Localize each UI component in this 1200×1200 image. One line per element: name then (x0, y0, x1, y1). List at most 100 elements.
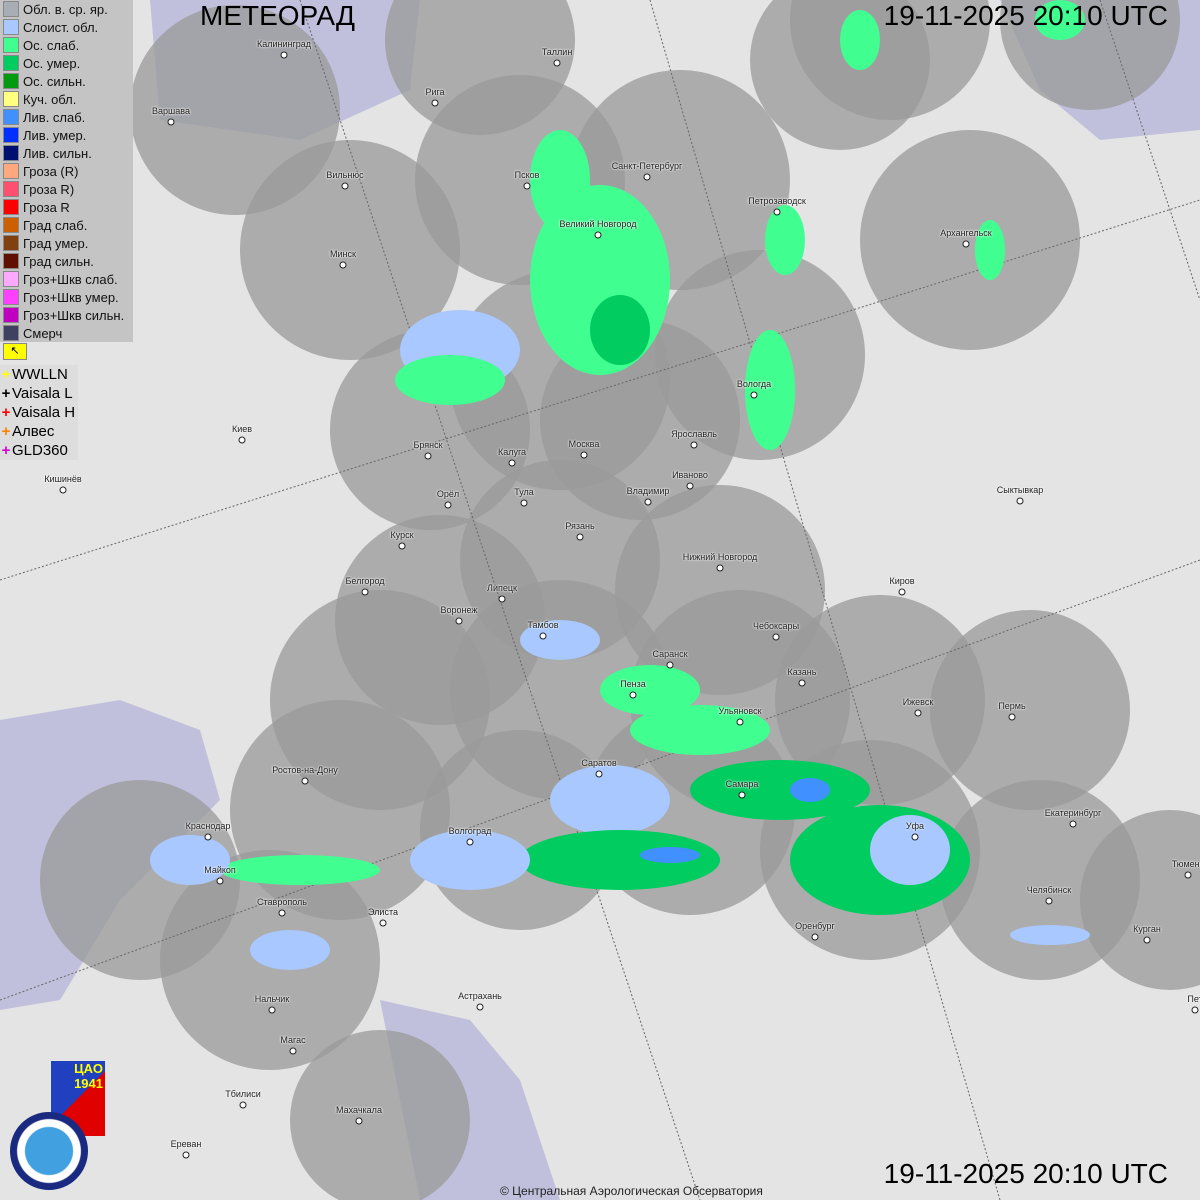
city-label: Вологда (736, 379, 772, 389)
city-marker-icon (398, 542, 406, 550)
legend-item: Гроз+Шкв умер. (0, 288, 133, 306)
precipitation-area (1010, 925, 1090, 945)
city-label: Ижевск (902, 697, 934, 707)
city-label: Астрахань (458, 991, 502, 1001)
precipitation-area (550, 765, 670, 835)
page-title: МЕТЕОРАД (200, 0, 355, 31)
city-label: Владимир (626, 486, 670, 496)
legend-swatch (3, 235, 19, 251)
cao-logo: ЦАО 1941 (51, 1061, 105, 1136)
lightning-toggle-icon[interactable]: ↖ (3, 343, 27, 360)
precipitation-area (640, 847, 700, 863)
lightning-cross-icon: + (1, 366, 11, 383)
precipitation-area (590, 295, 650, 365)
city-marker-icon (1016, 497, 1024, 505)
city-marker-icon (576, 533, 584, 541)
city-marker-icon (379, 919, 387, 927)
timestamp-top: 19-11-2025 20:10 UTC (883, 0, 1168, 31)
legend-item: Град слаб. (0, 216, 133, 234)
city-label: Самара (725, 779, 759, 789)
city-label: Краснодар (185, 821, 231, 831)
city-marker-icon (466, 838, 474, 846)
city-label: Тбилиси (225, 1089, 261, 1099)
legend-label: Куч. обл. (23, 91, 77, 107)
lightning-legend-item: + Алвес (0, 422, 78, 441)
city-label: Кишинёв (44, 474, 82, 484)
city-marker-icon (444, 501, 452, 509)
city-marker-icon (339, 261, 347, 269)
city-marker-icon (798, 679, 806, 687)
legend-item: Град сильн. (0, 252, 133, 270)
lightning-cross-icon: + (1, 404, 11, 421)
city-label: Челябинск (1026, 885, 1072, 895)
city-marker-icon (1191, 1006, 1199, 1014)
legend-item: Лив. слаб. (0, 108, 133, 126)
city-marker-icon (580, 451, 588, 459)
legend-item: Обл. в. ср. яр. (0, 0, 133, 18)
legend-swatch (3, 217, 19, 233)
city-marker-icon (1069, 820, 1077, 828)
precipitation-area (840, 10, 880, 70)
legend-swatch (3, 181, 19, 197)
city-marker-icon (1045, 897, 1053, 905)
radar-coverage-circle (40, 780, 240, 980)
city-label: Курган (1133, 924, 1161, 934)
city-label: Варшава (152, 106, 190, 116)
legend-label: Град сильн. (23, 253, 94, 269)
city-marker-icon (476, 1003, 484, 1011)
city-label: Ростов-на-Дону (272, 765, 338, 775)
roshydromet-logo (10, 1112, 88, 1190)
city-label: Махачкала (336, 1105, 382, 1115)
radar-coverage-circle (930, 610, 1130, 810)
legend-item: Слоист. обл. (0, 18, 133, 36)
city-label: Ереван (170, 1139, 202, 1149)
city-label: Брянск (413, 440, 443, 450)
legend-item: Ос. сильн. (0, 72, 133, 90)
city-marker-icon (686, 482, 694, 490)
city-marker-icon (431, 99, 439, 107)
precipitation (150, 0, 1090, 970)
city-label: Сыктывкар (996, 485, 1044, 495)
timestamp-bottom: 19-11-2025 20:10 UTC (883, 1158, 1168, 1189)
city-label: Киев (231, 424, 253, 434)
legend-label: Ос. умер. (23, 55, 81, 71)
city-label: Тюмень (1171, 859, 1200, 869)
city-label: Петрозаводск (748, 196, 806, 206)
city-label: Таллин (541, 47, 573, 57)
city-label: Оренбург (795, 921, 835, 931)
city-marker-icon (508, 459, 516, 467)
legend-item: Смерч (0, 324, 133, 342)
city-label: Минск (330, 249, 356, 259)
legend-swatch (3, 253, 19, 269)
city-marker-icon (289, 1047, 297, 1055)
legend-label: Гроз+Шкв сильн. (23, 307, 125, 323)
city-marker-icon (690, 441, 698, 449)
city-marker-icon (239, 1101, 247, 1109)
legend-label: Гроза (R) (23, 163, 79, 179)
city-label: Калуга (497, 447, 527, 457)
legend-label: Смерч (23, 325, 63, 341)
precipitation-area (220, 855, 380, 885)
legend-swatch (3, 325, 19, 341)
city-label: Нальчик (254, 994, 290, 1004)
precipitation-area (410, 830, 530, 890)
city-label: Элиста (368, 907, 398, 917)
city-label: Саратов (581, 758, 617, 768)
city-marker-icon (355, 1117, 363, 1125)
city-marker-icon (962, 240, 970, 248)
precipitation-area (975, 220, 1005, 280)
lightning-label: Алвес (12, 423, 55, 440)
city-marker-icon (738, 791, 746, 799)
city-marker-icon (424, 452, 432, 460)
city-marker-icon (644, 498, 652, 506)
city-label: Казань (787, 667, 817, 677)
radar-coverage-circle (290, 1030, 470, 1200)
legend-item: Ос. слаб. (0, 36, 133, 54)
city-marker-icon (278, 909, 286, 917)
city-label: Нижний Новгород (682, 552, 758, 562)
legend-label: Лив. умер. (23, 127, 87, 143)
city-marker-icon (59, 486, 67, 494)
legend-item: Гроза R) (0, 180, 133, 198)
city-marker-icon (238, 436, 246, 444)
